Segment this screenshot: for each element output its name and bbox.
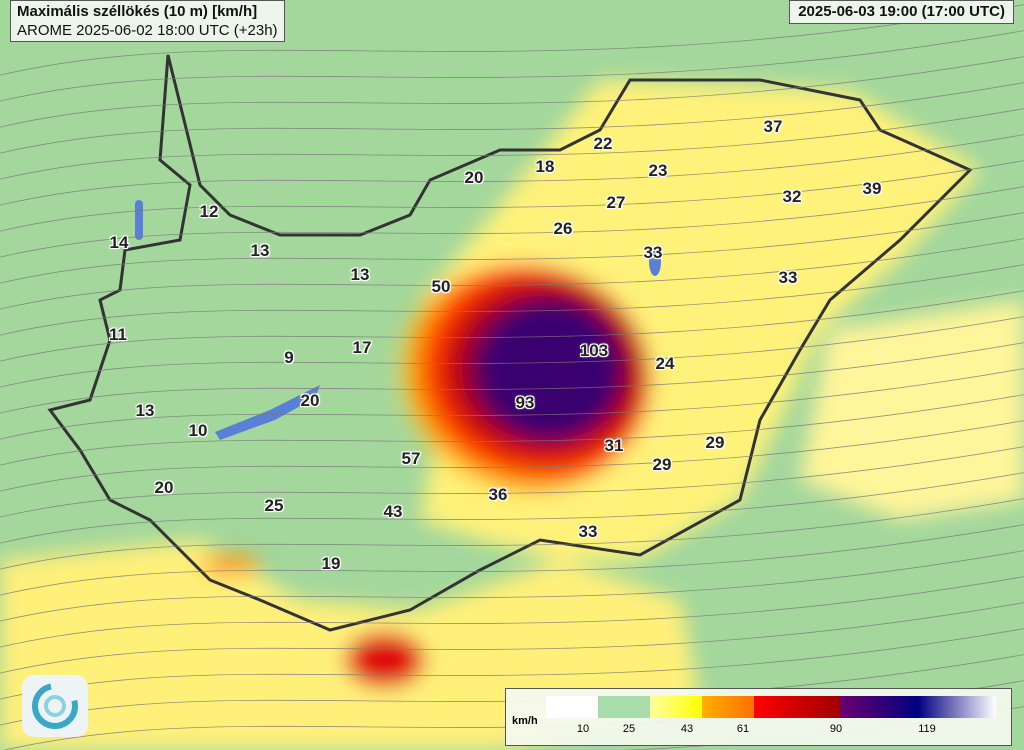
legend-color-segment xyxy=(753,696,841,718)
gust-value-label: 103 xyxy=(579,341,609,360)
streamline xyxy=(0,446,1024,518)
map-title-box: Maximális széllökés (10 m) [km/h] AROME … xyxy=(10,0,285,42)
map-title: Maximális széllökés (10 m) [km/h] xyxy=(17,3,258,20)
gust-value-label: 25 xyxy=(264,496,284,515)
gust-value-label: 29 xyxy=(705,433,725,452)
legend-color-segment xyxy=(840,696,919,718)
gust-value-label: 39 xyxy=(862,179,882,198)
model-run: AROME 2025-06-02 18:00 UTC (+23h) xyxy=(17,22,278,39)
gust-value-label: 31 xyxy=(604,436,624,455)
streamline xyxy=(0,368,1024,440)
legend-tick: 61 xyxy=(736,723,750,735)
country-border xyxy=(47,54,973,632)
gust-value-label: 11 xyxy=(109,325,127,344)
streamline xyxy=(0,420,1024,492)
streamline xyxy=(0,134,1024,206)
legend-tick: 90 xyxy=(829,723,843,735)
gust-value-label: 9 xyxy=(284,348,294,367)
hungarian-met-service-logo xyxy=(22,675,88,737)
gust-value-label: 20 xyxy=(464,168,484,187)
legend-color-segment xyxy=(546,696,598,718)
legend-tick: 119 xyxy=(918,723,936,735)
gust-value-label: 18 xyxy=(535,157,555,176)
streamline xyxy=(0,4,1024,76)
gust-value-label: 17 xyxy=(352,338,372,357)
streamline xyxy=(0,264,1024,336)
gust-value-label: 57 xyxy=(401,449,421,468)
lake-balaton xyxy=(215,385,320,440)
streamline xyxy=(0,186,1024,258)
legend-color-segment xyxy=(701,696,754,718)
gust-value-label: 24 xyxy=(655,354,675,373)
streamline xyxy=(0,602,1024,674)
gust-value-label: 27 xyxy=(606,193,626,212)
streamline xyxy=(0,108,1024,180)
gust-value-label: 20 xyxy=(300,391,320,410)
streamline xyxy=(0,238,1024,310)
legend-unit: km/h xyxy=(512,715,538,727)
streamline xyxy=(0,524,1024,596)
valid-time: 2025-06-03 19:00 (17:00 UTC) xyxy=(789,0,1014,24)
gust-value-label: 37 xyxy=(763,117,783,136)
streamline xyxy=(0,550,1024,622)
legend-color-segment xyxy=(649,696,702,718)
legend-tick: 25 xyxy=(622,723,636,735)
legend-color-segment xyxy=(597,696,650,718)
color-legend: km/h 10 25 43 61 90 119 xyxy=(505,688,1012,746)
streamline xyxy=(0,472,1024,544)
gust-value-label: 43 xyxy=(383,502,403,521)
streamline xyxy=(0,628,1024,700)
gust-value-label: 29 xyxy=(652,455,672,474)
streamline xyxy=(0,316,1024,388)
streamline xyxy=(0,394,1024,466)
legend-color-segment xyxy=(918,696,996,718)
gust-value-label: 19 xyxy=(321,554,341,573)
streamline xyxy=(0,498,1024,570)
legend-tick: 10 xyxy=(576,723,590,735)
gust-value-label: 26 xyxy=(553,219,573,238)
streamline xyxy=(0,160,1024,232)
gust-value-label: 13 xyxy=(250,241,270,260)
gust-value-label: 20 xyxy=(154,478,174,497)
streamline xyxy=(0,30,1024,102)
gust-value-label: 32 xyxy=(782,187,802,206)
streamline xyxy=(0,290,1024,362)
gust-value-label: 23 xyxy=(648,161,668,180)
streamline xyxy=(0,576,1024,648)
gust-value-label: 36 xyxy=(488,485,508,504)
gust-value-label: 10 xyxy=(188,421,208,440)
streamline xyxy=(0,56,1024,128)
streamline xyxy=(0,342,1024,414)
gust-value-label: 33 xyxy=(578,522,598,541)
gust-value-label: 13 xyxy=(350,265,370,284)
gust-value-label: 33 xyxy=(643,243,663,262)
gust-value-label: 50 xyxy=(431,277,451,296)
legend-colorbar xyxy=(546,696,996,718)
gust-value-label: 22 xyxy=(593,134,613,153)
gust-value-label: 13 xyxy=(135,401,155,420)
streamline xyxy=(0,82,1024,154)
streamline xyxy=(0,654,1024,726)
streamline xyxy=(0,212,1024,284)
gust-value-label: 93 xyxy=(515,393,535,412)
gust-value-label: 33 xyxy=(778,268,798,287)
gust-value-label: 14 xyxy=(109,233,129,252)
legend-tick: 43 xyxy=(680,723,694,735)
gust-value-label: 12 xyxy=(199,202,219,221)
